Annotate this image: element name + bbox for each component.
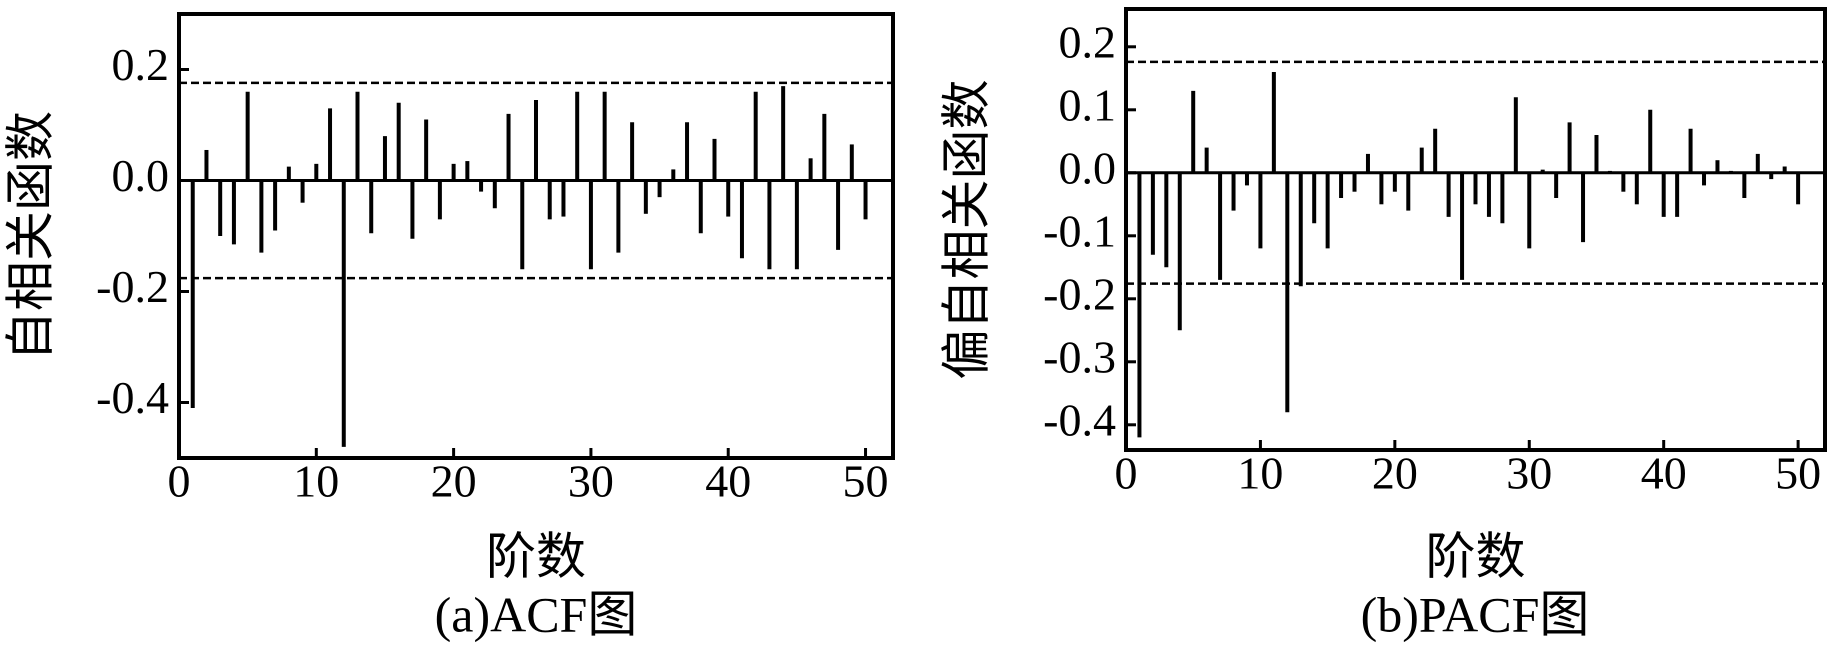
x-axis-label: 阶数 — [486, 528, 586, 584]
y-tick-label: 0.0 — [1059, 142, 1117, 193]
y-tick-label: -0.1 — [1043, 205, 1116, 256]
x-tick-label: 10 — [1237, 448, 1283, 499]
caption: (a)ACF图 — [435, 586, 638, 642]
x-tick-label: 20 — [431, 456, 477, 507]
x-tick-label: 10 — [293, 456, 339, 507]
x-tick-label: 50 — [1775, 448, 1821, 499]
y-tick-label: 0.2 — [112, 39, 170, 90]
y-tick-label: -0.2 — [96, 261, 169, 312]
x-tick-label: 50 — [843, 456, 889, 507]
x-axis-label: 阶数 — [1426, 528, 1526, 584]
x-tick-label: 0 — [168, 456, 191, 507]
y-tick-label: 0.1 — [1059, 79, 1117, 130]
y-tick-label: -0.4 — [1043, 394, 1116, 445]
y-tick-label: -0.2 — [1043, 268, 1116, 319]
x-tick-label: 20 — [1372, 448, 1418, 499]
x-tick-label: 0 — [1115, 448, 1138, 499]
x-tick-label: 30 — [1506, 448, 1552, 499]
y-tick-label: -0.4 — [96, 372, 169, 423]
x-tick-label: 30 — [568, 456, 614, 507]
caption: (b)PACF图 — [1361, 586, 1590, 642]
x-tick-label: 40 — [1641, 448, 1687, 499]
y-axis-label: 偏自相关函数 — [938, 80, 994, 380]
plot-frame — [1124, 7, 1827, 452]
plot-frame — [177, 12, 895, 460]
y-tick-label: -0.3 — [1043, 331, 1116, 382]
y-tick-label: 0.0 — [112, 150, 170, 201]
y-tick-label: 0.2 — [1059, 16, 1117, 67]
x-tick-label: 40 — [705, 456, 751, 507]
y-axis-label: 自相关函数 — [2, 111, 58, 361]
